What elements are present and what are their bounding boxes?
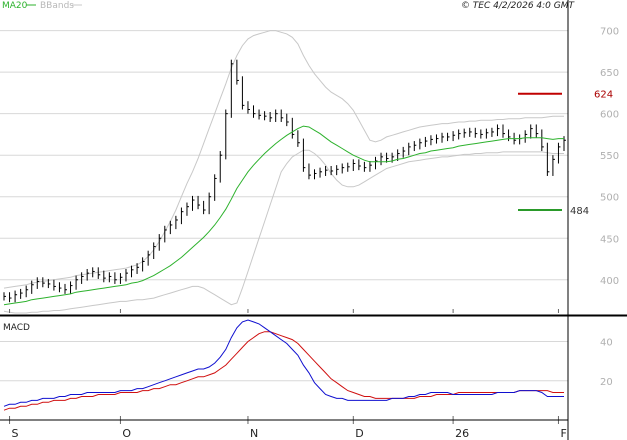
support-level-label: 484 xyxy=(570,206,589,217)
copyright-text: © TEC 4/2/2026 4:0 GMT xyxy=(461,1,576,11)
price-tick-label: 450 xyxy=(600,234,619,245)
legend-ma20: MA20 xyxy=(2,1,28,11)
price-tick-label: 550 xyxy=(600,151,619,162)
bb-upper-line xyxy=(3,30,564,289)
macd-label: MACD xyxy=(3,323,30,333)
resistance-level-label: 624 xyxy=(594,90,613,101)
price-tick-label: 500 xyxy=(600,193,619,204)
price-tick-label: 650 xyxy=(600,68,619,79)
x-tick-label: F xyxy=(560,427,566,440)
price-tick-label: 600 xyxy=(600,110,619,121)
price-tick-label: 700 xyxy=(600,27,619,38)
price-tick-label: 400 xyxy=(600,276,619,287)
macd-tick-label: 40 xyxy=(600,338,613,349)
x-tick-label: O xyxy=(122,427,131,440)
legend-bbands: BBands xyxy=(40,1,74,11)
ma20-line xyxy=(3,125,564,306)
x-tick-label: 26 xyxy=(455,427,469,440)
price-panel: 400 450 500 550 600 650 700 624 484 xyxy=(0,27,619,314)
macd-tick-label: 20 xyxy=(600,377,613,388)
x-tick-label: S xyxy=(12,427,19,440)
macd-line xyxy=(3,319,564,407)
x-tick-label: D xyxy=(355,427,363,440)
x-tick-label: N xyxy=(250,427,258,440)
bb-lower-line xyxy=(3,149,564,314)
macd-signal-line xyxy=(3,331,564,411)
